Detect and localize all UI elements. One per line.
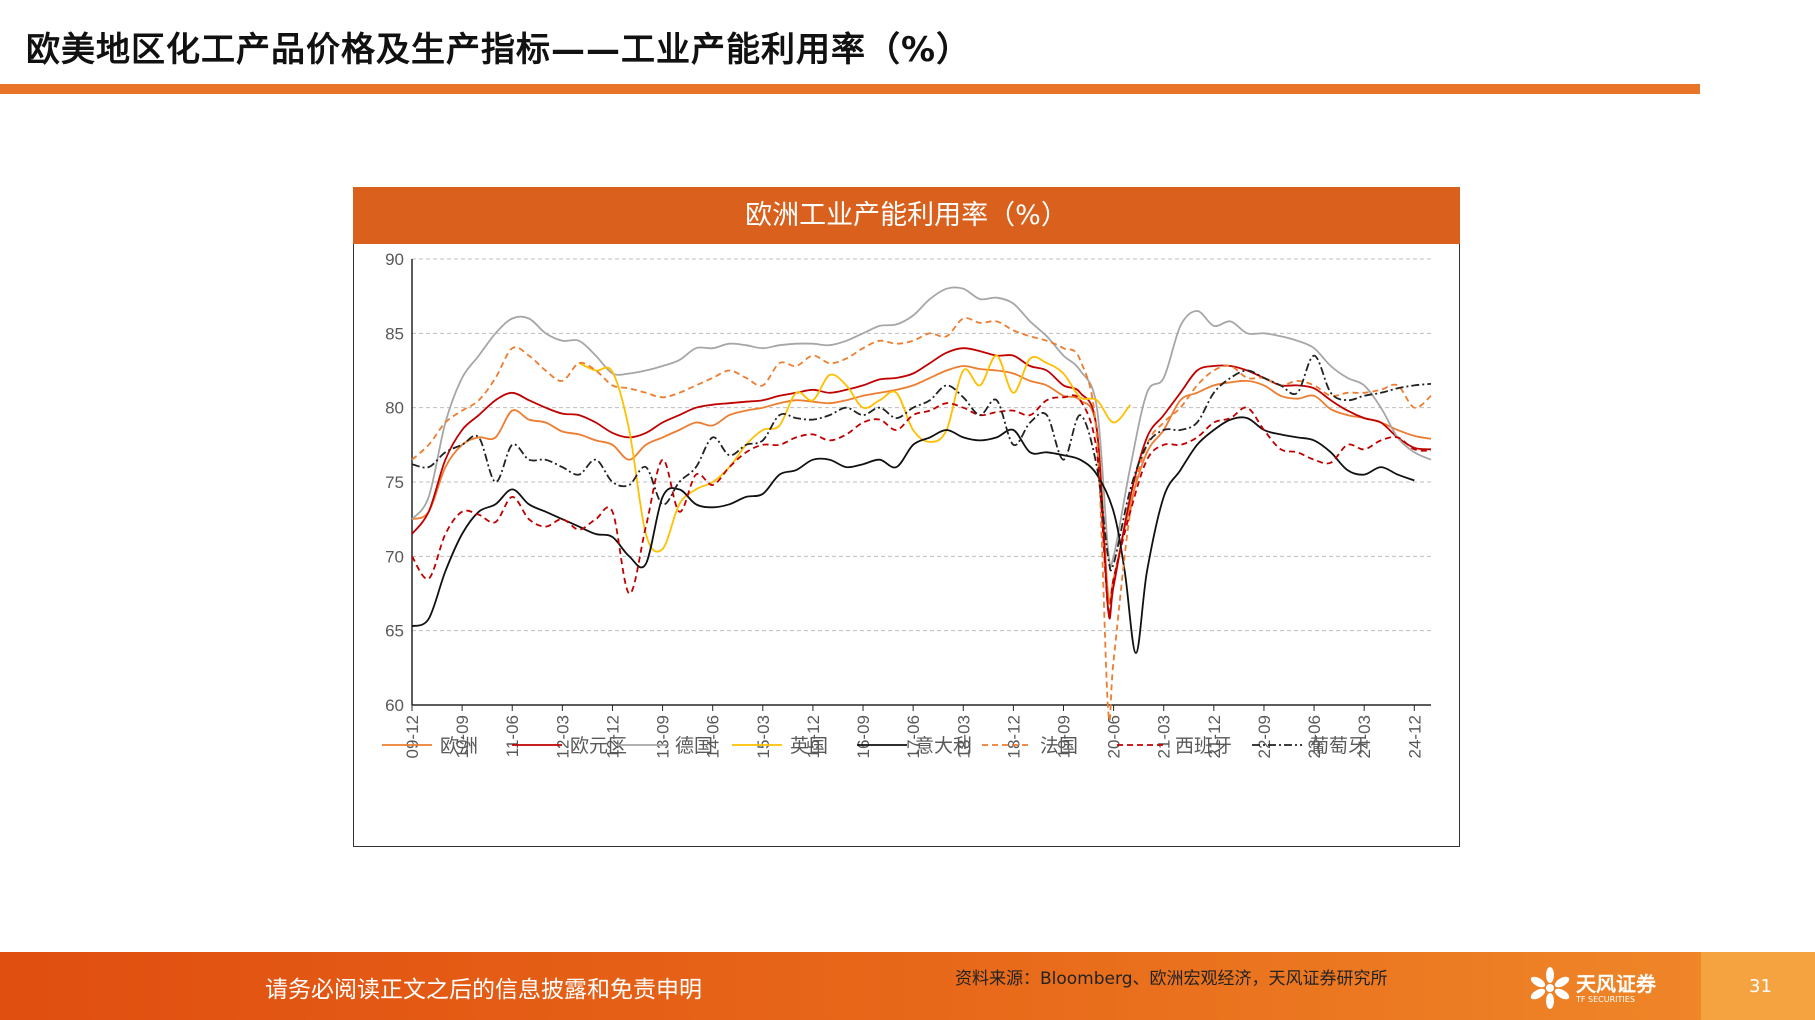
legend-label: 德国	[675, 735, 713, 757]
series-line-德国	[411, 286, 1432, 568]
legend-label: 意大利	[915, 735, 972, 757]
logo-subtitle: TF SECURITIES	[1576, 995, 1635, 1004]
x-tick-label: 21-03	[1155, 715, 1174, 758]
x-tick-label: 18-03	[954, 715, 973, 758]
y-tick-label: 70	[385, 547, 404, 566]
chart-panel	[353, 187, 1460, 847]
legend-item-欧元区: 欧元区	[512, 735, 627, 757]
source-note: 资料来源：Bloomberg、欧洲宏观经济，天风证券研究所	[955, 969, 1388, 989]
x-tick-label: 15-03	[754, 715, 773, 758]
x-tick-label: 12-12	[603, 715, 622, 758]
series-line-英国	[578, 354, 1132, 553]
y-tick-label: 75	[385, 473, 404, 492]
page-number: 31	[1749, 976, 1772, 997]
series-line-葡萄牙	[411, 354, 1432, 572]
chart-title: 欧洲工业产能利用率（%）	[353, 187, 1460, 244]
x-tick-label: 16-09	[854, 715, 873, 758]
y-tick-label: 85	[385, 324, 404, 343]
legend-item-英国: 英国	[732, 735, 828, 757]
legend-label: 葡萄牙	[1310, 735, 1367, 757]
legend-item-葡萄牙: 葡萄牙	[1252, 735, 1367, 757]
x-tick-label: 14-06	[704, 715, 723, 758]
x-tick-label: 15-12	[804, 715, 823, 758]
logo-name: 天风证券	[1576, 972, 1656, 996]
company-logo: 天风证券 TF SECURITIES	[1530, 962, 1700, 1012]
grid-layer	[412, 258, 1431, 632]
legend: 欧洲 欧元区 德国 英国 意大利 法国 西班牙 葡萄牙	[382, 735, 1367, 757]
footer-bar: 请务必阅读正文之后的信息披露和免责申明 资料来源：Bloomberg、欧洲宏观经…	[0, 952, 1815, 1020]
page-number-block: 31	[1701, 952, 1815, 1020]
axis-layer: 60 65 70 75 80 85 90 09-12 10-09 11-06 12-03 12-12 1…	[385, 250, 1431, 758]
x-tick-label: 13-09	[654, 715, 673, 758]
disclaimer-notice: 请务必阅读正文之后的信息披露和免责申明	[265, 977, 702, 1003]
x-tick-label: 17-06	[904, 715, 923, 758]
x-tick-label: 12-03	[553, 715, 572, 758]
x-tick-label: 20-06	[1105, 715, 1124, 758]
legend-label: 欧元区	[570, 735, 627, 757]
x-tick-label: 09-12	[403, 715, 422, 758]
legend-item-法国: 法国	[982, 735, 1078, 757]
y-tick-label: 90	[385, 250, 404, 269]
series-layer	[411, 286, 1432, 722]
legend-item-德国: 德国	[617, 735, 713, 757]
legend-item-欧洲: 欧洲	[382, 735, 478, 757]
line-chart: 60 65 70 75 80 85 90 09-12 10-09 11-06 12-03 12-12 1…	[382, 250, 1432, 758]
legend-label: 欧洲	[440, 735, 478, 757]
series-line-西班牙	[411, 394, 1432, 616]
x-tick-label: 22-09	[1255, 715, 1274, 758]
legend-item-西班牙: 西班牙	[1117, 735, 1232, 757]
y-tick-label: 65	[385, 622, 404, 641]
series-line-欧洲	[411, 365, 1432, 605]
legend-item-意大利: 意大利	[857, 735, 972, 757]
x-tick-label: 24-03	[1355, 715, 1374, 758]
x-tick-label: 23-06	[1305, 715, 1324, 758]
pinwheel-logo-icon	[1530, 967, 1570, 1009]
x-tick-label: 24-12	[1405, 715, 1424, 758]
series-line-意大利	[411, 416, 1415, 654]
legend-label: 英国	[790, 735, 828, 757]
page-title: 欧美地区化工产品价格及生产指标——工业产能利用率（%）	[26, 30, 972, 70]
x-tick-label: 11-06	[503, 715, 522, 757]
title-rule	[0, 84, 1700, 94]
y-tick-label: 60	[385, 696, 404, 715]
series-line-欧元区	[411, 347, 1432, 620]
legend-label: 法国	[1040, 735, 1078, 757]
x-tick-label: 18-12	[1004, 715, 1023, 758]
series-line-法国	[411, 317, 1432, 722]
legend-label: 西班牙	[1175, 735, 1232, 757]
y-tick-label: 80	[385, 399, 404, 418]
x-tick-label: 19-09	[1054, 715, 1073, 758]
x-tick-label: 10-09	[453, 715, 472, 758]
x-tick-label: 21-12	[1205, 715, 1224, 758]
